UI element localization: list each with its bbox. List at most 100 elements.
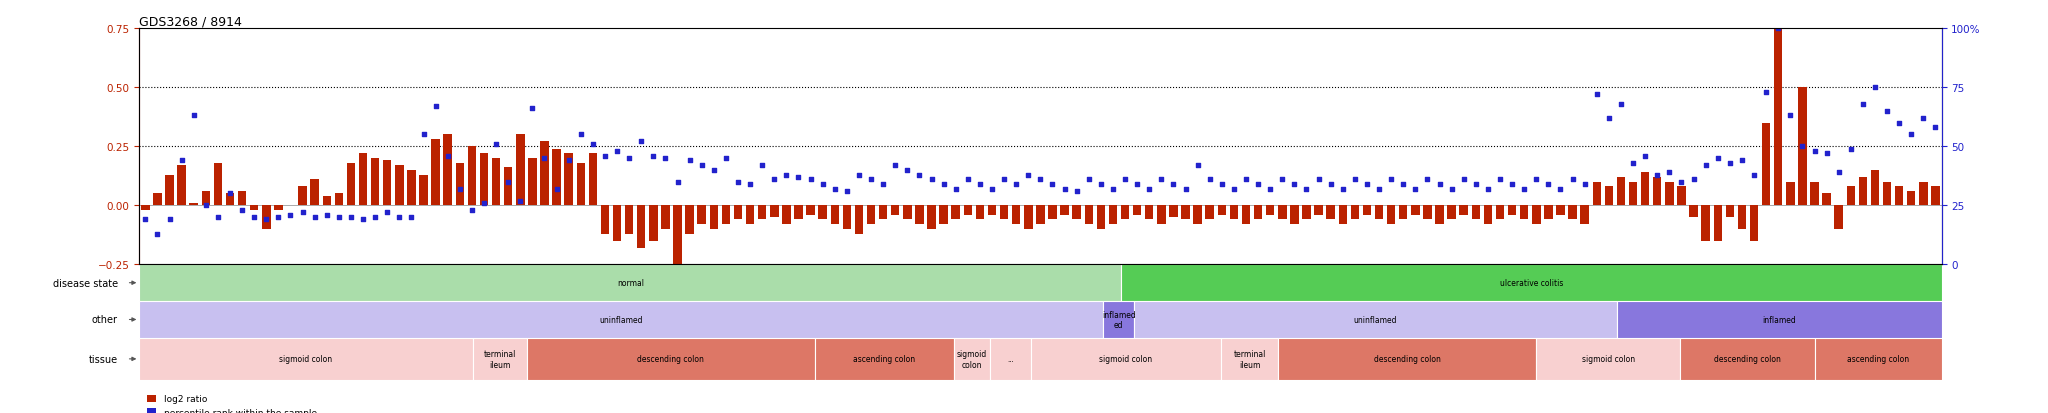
Point: [1749, 89, 1782, 96]
Bar: [807, 206, 815, 215]
Point: [371, 209, 403, 216]
Bar: [1339, 206, 1348, 225]
Bar: [649, 206, 657, 241]
Point: [1411, 176, 1444, 183]
Point: [1847, 101, 1880, 108]
Bar: [1618, 301, 1942, 338]
Bar: [662, 206, 670, 229]
Text: descending colon: descending colon: [1374, 354, 1440, 363]
Point: [1786, 143, 1819, 150]
Bar: [432, 140, 440, 206]
Point: [287, 209, 319, 216]
Bar: [541, 142, 549, 206]
Point: [807, 181, 840, 188]
Bar: [1616, 178, 1626, 206]
Bar: [358, 154, 367, 206]
Bar: [1536, 338, 1679, 380]
Bar: [1448, 206, 1456, 220]
Bar: [963, 206, 973, 215]
Bar: [733, 206, 741, 220]
Point: [1327, 186, 1360, 192]
Point: [1278, 181, 1311, 188]
Point: [1386, 181, 1419, 188]
Point: [1798, 148, 1831, 155]
Text: descending colon: descending colon: [637, 354, 705, 363]
Bar: [1640, 173, 1649, 206]
Text: uninflamed: uninflamed: [1354, 315, 1397, 324]
Bar: [225, 194, 233, 206]
Point: [1894, 132, 1927, 138]
Point: [575, 141, 608, 148]
Point: [358, 214, 391, 221]
Bar: [479, 154, 487, 206]
Point: [1290, 186, 1323, 192]
Bar: [467, 147, 475, 206]
Bar: [989, 338, 1032, 380]
Bar: [1423, 206, 1432, 220]
Point: [1085, 181, 1118, 188]
Bar: [1229, 206, 1239, 220]
Bar: [612, 206, 621, 241]
Bar: [1135, 301, 1618, 338]
Bar: [1847, 187, 1855, 206]
Bar: [1350, 206, 1360, 220]
Point: [1761, 26, 1794, 32]
Point: [408, 132, 440, 138]
Bar: [1606, 187, 1614, 206]
Bar: [637, 206, 645, 248]
Bar: [1012, 206, 1020, 225]
Point: [1423, 181, 1456, 188]
Point: [795, 176, 827, 183]
Bar: [274, 206, 283, 211]
Bar: [1104, 301, 1135, 338]
Point: [866, 181, 899, 188]
Bar: [1278, 338, 1536, 380]
Bar: [866, 206, 874, 225]
Bar: [420, 175, 428, 206]
Point: [1737, 172, 1769, 178]
Bar: [1907, 192, 1915, 206]
Point: [1677, 176, 1710, 183]
Bar: [1677, 187, 1686, 206]
Bar: [819, 206, 827, 220]
Bar: [504, 168, 512, 206]
Bar: [528, 159, 537, 206]
Point: [1507, 186, 1540, 192]
Point: [444, 186, 477, 192]
Point: [1544, 186, 1577, 192]
Bar: [178, 166, 186, 206]
Bar: [1241, 206, 1249, 225]
Bar: [1362, 206, 1372, 215]
Text: sigmoid colon: sigmoid colon: [1100, 354, 1153, 363]
Point: [1483, 176, 1516, 183]
Point: [1810, 151, 1843, 157]
Bar: [600, 206, 608, 234]
Text: sigmoid colon: sigmoid colon: [279, 354, 332, 363]
Point: [1835, 146, 1868, 152]
Bar: [1737, 206, 1747, 229]
Bar: [395, 166, 403, 206]
Bar: [1483, 206, 1493, 225]
Bar: [1182, 206, 1190, 220]
Point: [1460, 181, 1493, 188]
Bar: [1495, 206, 1503, 220]
Point: [612, 155, 645, 162]
Text: normal: normal: [616, 278, 643, 287]
Bar: [1931, 187, 1939, 206]
Bar: [190, 203, 199, 206]
Point: [600, 148, 633, 155]
Point: [745, 162, 778, 169]
Bar: [1665, 182, 1673, 206]
Bar: [952, 206, 961, 220]
Point: [504, 198, 537, 204]
Bar: [1219, 206, 1227, 215]
Bar: [1061, 206, 1069, 215]
Point: [1145, 176, 1178, 183]
Bar: [139, 265, 1122, 301]
Bar: [1581, 206, 1589, 225]
Bar: [1290, 206, 1298, 225]
Bar: [686, 206, 694, 234]
Point: [1690, 162, 1722, 169]
Bar: [1919, 182, 1927, 206]
Bar: [1882, 182, 1890, 206]
